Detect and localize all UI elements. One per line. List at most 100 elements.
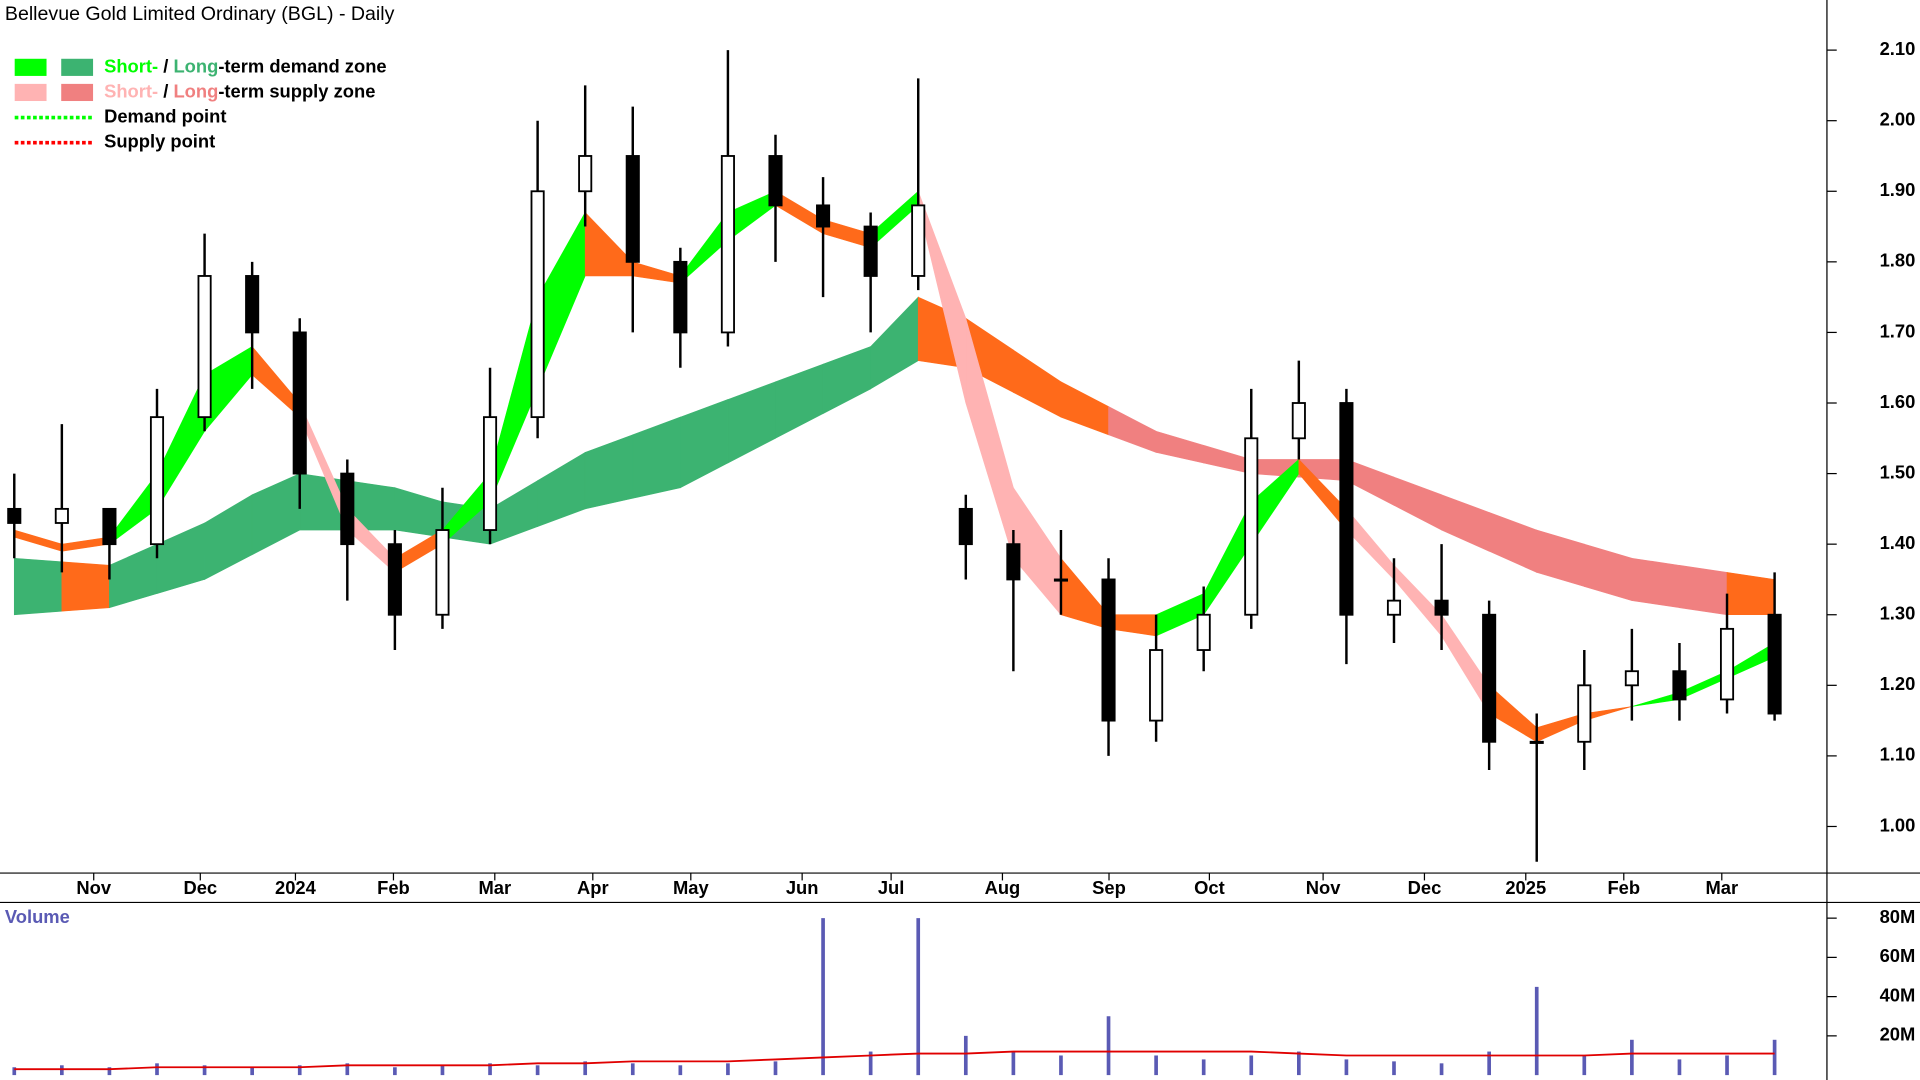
x-tick-label: Feb (377, 877, 410, 898)
volume-tick-label: 60M (1880, 945, 1916, 966)
y-tick-label: 2.00 (1880, 109, 1916, 130)
candle-body (1672, 670, 1687, 701)
candle-body (435, 529, 450, 616)
candle-body (7, 507, 22, 524)
candle-body (54, 507, 69, 524)
candle-body (197, 275, 212, 419)
y-tick-label: 1.60 (1880, 391, 1916, 412)
volume-tick-label: 80M (1880, 906, 1916, 927)
candle-body (245, 275, 260, 334)
x-tick-label: Jun (786, 877, 819, 898)
x-tick-label: Nov (76, 877, 111, 898)
candle-body (1244, 437, 1259, 616)
legend-entry: Demand point (104, 105, 226, 126)
candle-body (102, 507, 117, 546)
y-tick-label: 1.70 (1880, 320, 1916, 341)
x-tick-label: Oct (1194, 877, 1225, 898)
x-tick-label: Dec (1408, 877, 1442, 898)
legend-entry: Supply point (104, 130, 215, 151)
candle-body (482, 416, 498, 531)
chart-title: Bellevue Gold Limited Ordinary (BGL) - D… (5, 3, 395, 25)
candle-body (1339, 402, 1354, 616)
y-tick-label: 1.20 (1880, 673, 1916, 694)
x-tick-label: Apr (577, 877, 609, 898)
x-tick-label: 2024 (275, 877, 317, 898)
volume-tick-label: 40M (1880, 984, 1916, 1005)
candle-body (958, 507, 973, 546)
candle-body (578, 155, 593, 193)
candles (7, 50, 1782, 862)
y-tick-label: 1.80 (1880, 250, 1916, 271)
candle-body (1624, 670, 1639, 687)
candle-body (1386, 599, 1402, 616)
legend-text: / (158, 80, 173, 101)
legend-swatch (14, 83, 47, 102)
candle-body (340, 472, 355, 546)
legend-entry: Short- / Long-term demand zone (104, 55, 387, 76)
long-zone-segment (1631, 557, 1680, 609)
candle-body (1577, 684, 1592, 743)
candle-body (768, 155, 783, 207)
candle-body (1196, 613, 1211, 651)
candle-body (1053, 578, 1068, 582)
y-tick-label: 1.50 (1880, 461, 1916, 482)
candle-body (1149, 649, 1164, 722)
legend-text: Short- (104, 80, 158, 101)
x-tick-label: Nov (1306, 877, 1341, 898)
volume-label: Volume (5, 906, 70, 927)
long-zone-segment (61, 561, 110, 612)
legend-text: -term demand zone (218, 55, 386, 76)
volume-average (14, 1050, 1775, 1071)
candle-body (530, 190, 545, 419)
candle-body (863, 225, 878, 277)
candle-body (673, 260, 688, 334)
y-tick-label: 1.10 (1880, 744, 1916, 765)
y-tick-label: 1.40 (1880, 532, 1916, 553)
candle-body (1767, 613, 1782, 715)
x-tick-label: Mar (478, 877, 511, 898)
y-tick-label: 1.30 (1880, 603, 1916, 624)
zones (13, 190, 1775, 743)
legend-text: Short- (104, 55, 158, 76)
x-tick-label: Jul (878, 877, 905, 898)
long-zone-segment (13, 557, 63, 616)
candle-body (387, 543, 402, 616)
y-tick-label: 1.90 (1880, 179, 1916, 200)
x-tick-label: Feb (1607, 877, 1640, 898)
long-zone-segment (1726, 572, 1775, 616)
volume-tick-label: 20M (1880, 1024, 1916, 1045)
legend-text: / (158, 55, 173, 76)
legend-text: -term supply zone (218, 80, 375, 101)
legend-text: Long (173, 80, 218, 101)
x-tick-label: May (673, 877, 710, 898)
candle-body (149, 416, 165, 546)
candle-body (625, 155, 640, 263)
long-zone-segment (1679, 564, 1728, 616)
candle-body (720, 155, 735, 334)
candle-body (1529, 740, 1544, 744)
x-tick-label: Aug (985, 877, 1021, 898)
legend-swatch (61, 58, 94, 76)
y-tick-label: 1.00 (1880, 814, 1916, 835)
candle-body (1482, 613, 1497, 743)
y-tick-label: 2.10 (1880, 38, 1916, 59)
volume-panel (12, 918, 1777, 1076)
candle-body (1101, 578, 1116, 722)
candle-body (1434, 599, 1449, 616)
candle-body (292, 331, 307, 475)
legend-entry: Short- / Long-term supply zone (104, 80, 375, 101)
x-tick-label: Mar (1705, 877, 1738, 898)
candle-body (816, 204, 831, 228)
candle-body (1719, 627, 1735, 701)
candle-body (1291, 402, 1306, 440)
x-tick-label: Dec (183, 877, 217, 898)
candle-body (911, 204, 926, 277)
x-tick-label: 2025 (1505, 877, 1546, 898)
candle-body (1006, 543, 1021, 581)
legend-swatch (61, 83, 94, 102)
legend-text: Long (173, 55, 218, 76)
legend-swatch (14, 58, 47, 76)
